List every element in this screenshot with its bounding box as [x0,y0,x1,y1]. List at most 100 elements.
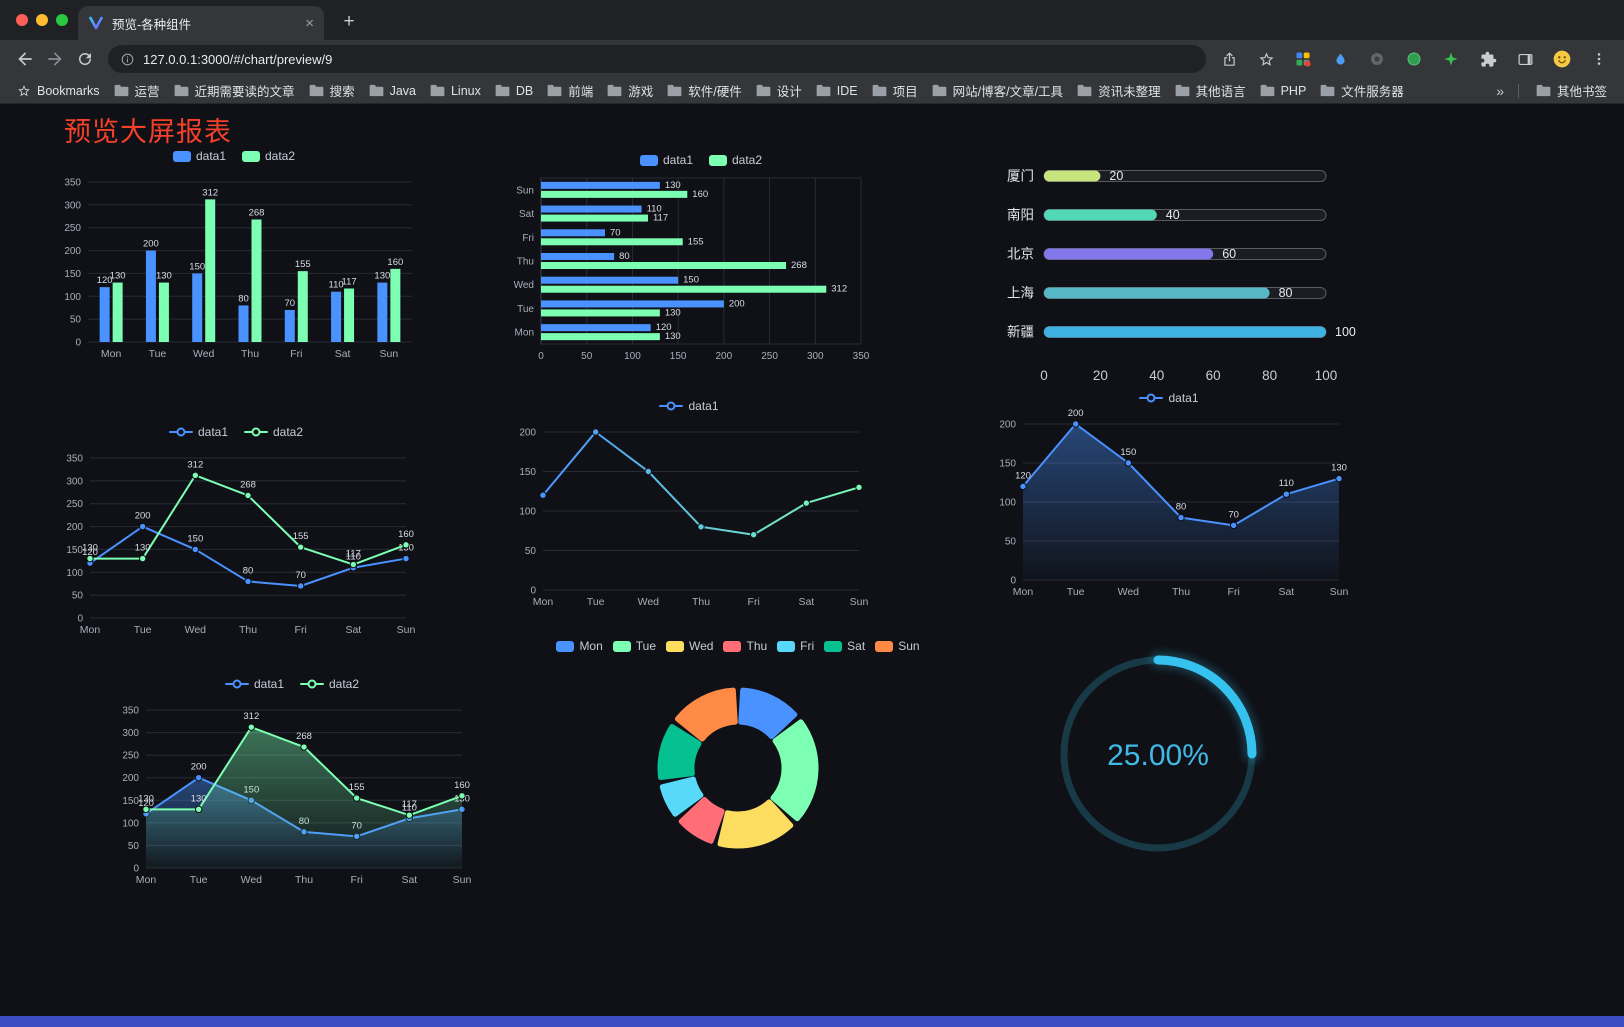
chart-line-single[interactable]: data1 0 50 100 150 200 Mon Tue Wed Thu Fri Sat Sun [505,396,873,610]
legend-item[interactable]: data1 [224,677,284,691]
chart-line-two-series[interactable]: data1 data2 0 50 100 150 200 250 300 350 Mon Tue Wed… [52,422,420,638]
chart-donut[interactable]: Mon Tue Wed Thu Fri Sat Sun [540,636,936,872]
bookmark-folder[interactable]: 其他语言 [1168,79,1253,102]
bookmark-folder[interactable]: Linux [423,82,488,100]
bookmark-folder[interactable]: Java [362,82,423,100]
legend-item[interactable]: data2 [242,149,295,163]
svg-text:100: 100 [519,507,536,518]
bookmark-folder[interactable]: 近期需要读的文章 [167,79,302,102]
folder-icon [114,84,128,97]
bookmark-folder[interactable]: 前端 [540,79,600,102]
svg-text:200: 200 [64,246,81,257]
svg-text:130: 130 [665,307,681,318]
svg-text:200: 200 [191,762,207,773]
svg-text:117: 117 [653,213,668,224]
svg-text:100: 100 [999,498,1016,509]
svg-text:117: 117 [341,277,356,288]
legend-item[interactable]: data1 [1139,391,1199,405]
legend-item[interactable]: Wed [666,639,713,653]
bookmark-folder[interactable]: 项目 [865,79,925,102]
share-button[interactable] [1214,44,1244,74]
svg-text:130: 130 [82,543,98,554]
legend-item[interactable]: data1 [172,149,226,163]
bookmark-folder[interactable]: IDE [809,82,865,100]
bookmark-folder[interactable]: 软件/硬件 [660,79,748,102]
window-minimize-button[interactable] [36,14,48,26]
bookmark-folder[interactable]: PHP [1253,82,1314,100]
svg-text:70: 70 [284,298,295,309]
reload-button[interactable] [70,44,100,74]
svg-text:150: 150 [999,459,1016,470]
side-panel-button[interactable] [1510,44,1540,74]
extension-icon-2[interactable] [1325,44,1355,74]
legend-item[interactable]: Fri [777,639,814,653]
svg-text:Wed: Wed [193,348,215,360]
svg-text:50: 50 [70,315,82,326]
chart-grouped-bar[interactable]: data1 data2 0 50 100 150 200 250 300 350 Mon Tue Wed… [48,146,420,362]
bookmark-folder[interactable]: 搜索 [302,79,362,102]
extension-icon-3[interactable] [1362,44,1392,74]
legend-item[interactable]: data2 [244,425,303,439]
browser-tab[interactable]: 预览-各种组件 × [78,6,324,40]
bookmark-folder[interactable]: 网站/博客/文章/工具 [925,79,1070,102]
address-bar[interactable]: 127.0.0.1:3000/#/chart/preview/9 [108,45,1206,73]
svg-text:50: 50 [128,841,140,852]
bookmark-star-button[interactable] [1251,44,1281,74]
forward-button[interactable] [40,44,70,74]
browser-menu-button[interactable] [1584,44,1614,74]
bookmark-folder[interactable]: DB [488,82,540,100]
svg-text:Fri: Fri [1228,586,1240,598]
bookmark-folder[interactable]: 运营 [107,79,167,102]
svg-text:0: 0 [75,338,81,349]
bookmarks-root-button[interactable]: Bookmarks [10,82,107,100]
svg-text:130: 130 [156,271,172,282]
chart-line-area[interactable]: data1 0 50 100 150 200 Mon Tue Wed Thu Fri Sat Sun 12… [985,388,1353,600]
extension-icon-1[interactable] [1288,44,1318,74]
legend-item[interactable]: data2 [300,677,359,691]
toolbar-actions [1214,44,1614,74]
chart-gauge[interactable]: 25.00% [1042,638,1274,870]
chart-line-area-two-series[interactable]: data1 data2 0 50 100 150 200 250 300 350 Mon Tue Wed… [108,674,476,888]
folder-icon [756,84,771,97]
bookmark-folder[interactable]: 设计 [749,79,809,102]
svg-text:130: 130 [374,271,390,282]
chart-city-progress-bars[interactable]: 厦门 20 南阳 40 北京 60 上海 80 新疆 100 0 20 40 60 80 100 [988,152,1360,388]
extensions-puzzle-button[interactable] [1473,44,1503,74]
other-bookmarks-button[interactable]: 其他书签 [1529,79,1614,102]
tab-close-icon[interactable]: × [305,14,314,32]
svg-text:Mon: Mon [101,348,122,360]
back-button[interactable] [10,44,40,74]
legend-item[interactable]: Tue [612,639,656,653]
new-tab-button[interactable]: + [343,11,355,32]
extension-icon-5[interactable] [1436,44,1466,74]
bookmark-folder[interactable]: 文件服务器 [1313,79,1411,102]
svg-text:300: 300 [807,351,824,362]
chart-horizontal-bar[interactable]: data1 data2 0 50 100 150 200 250 300 350 Sun 130 160… [505,150,897,364]
svg-text:150: 150 [189,261,205,272]
legend-item[interactable]: Sun [875,639,920,653]
svg-text:117: 117 [346,549,361,560]
folder-icon [1320,84,1335,97]
svg-text:160: 160 [692,189,708,200]
bookmark-folder[interactable]: 资讯未整理 [1070,79,1168,102]
profile-avatar[interactable] [1547,44,1577,74]
legend-item[interactable]: Thu [723,639,767,653]
legend-item[interactable]: data1 [659,399,719,413]
legend-item[interactable]: data1 [639,153,693,167]
legend-item[interactable]: Sat [824,639,865,653]
svg-text:200: 200 [999,420,1016,431]
site-info-icon[interactable] [120,52,135,67]
window-close-button[interactable] [16,14,28,26]
legend-item[interactable]: Mon [556,639,603,653]
bookmark-folder[interactable]: 游戏 [600,79,660,102]
legend-item[interactable]: data1 [168,425,228,439]
window-zoom-button[interactable] [56,14,68,26]
svg-text:268: 268 [791,260,807,271]
folder-icon [1260,84,1274,97]
legend-item[interactable]: data2 [709,153,762,167]
svg-text:Thu: Thu [239,624,257,636]
svg-text:80: 80 [1279,286,1293,300]
bookmarks-overflow-chevron[interactable]: » [1496,82,1504,99]
extension-icon-4[interactable] [1399,44,1429,74]
